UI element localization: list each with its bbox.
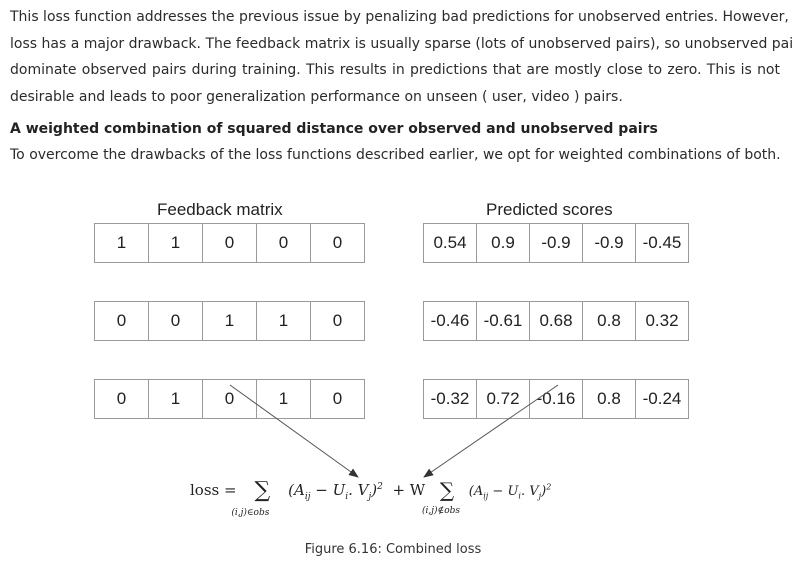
matrix-row: -0.32 0.72 -0.16 0.8 -0.24 — [423, 379, 689, 419]
sum-observed: ∑ (i,j)∈obs — [231, 478, 283, 518]
feedback-matrix: 1 1 0 0 0 0 0 1 1 0 0 1 0 1 0 — [94, 223, 365, 419]
arrow-predicted-to-formula — [423, 384, 559, 478]
figure-caption: Figure 6.16: Combined loss — [304, 542, 482, 557]
section-heading: A weighted combination of squared distan… — [10, 121, 658, 137]
term-u: − U — [488, 484, 519, 499]
paragraph-observed-loss: This loss function addresses the previou… — [10, 4, 793, 110]
sub-ij: ij — [483, 491, 489, 501]
matrix-cell: 0 — [310, 379, 365, 419]
square: 2 — [546, 482, 552, 492]
matrix-row: -0.46 -0.61 0.68 0.8 0.32 — [423, 301, 689, 341]
matrix-cell: 0.68 — [529, 301, 583, 341]
matrix-cell: 0 — [256, 223, 311, 263]
matrix-cell: 0 — [202, 223, 257, 263]
sigma-symbol: ∑ — [439, 478, 455, 502]
sigma-symbol: ∑ — [254, 478, 271, 503]
matrix-cell: 0.8 — [582, 301, 636, 341]
sum-observed-subscript: (i,j)∈obs — [231, 508, 270, 518]
predicted-scores-matrix: 0.54 0.9 -0.9 -0.9 -0.45 -0.46 -0.61 0.6… — [423, 223, 689, 419]
plus-weight: + W — [392, 481, 426, 499]
sub-j: j — [538, 491, 542, 501]
close-paren: ) — [541, 484, 547, 499]
row-gap — [94, 262, 365, 302]
term-u: − U — [310, 481, 346, 499]
sum-unobserved-subscript: (i,j)∉obs — [422, 506, 461, 516]
matrix-cell: -0.45 — [635, 223, 689, 263]
sub-ij: ij — [304, 492, 311, 502]
close-paren: ) — [371, 481, 378, 499]
matrix-cell: 0.8 — [582, 379, 636, 419]
matrix-cell: 0 — [202, 379, 257, 419]
matrix-cell: 0 — [94, 379, 149, 419]
matrix-cell: 1 — [256, 379, 311, 419]
term-v: . V — [520, 484, 539, 499]
feedback-matrix-title: Feedback matrix — [157, 200, 283, 219]
paragraph-line: This loss function addresses the previou… — [10, 9, 793, 25]
paragraph-line: dominate observed pairs during training.… — [10, 62, 780, 78]
matrix-cell: -0.32 — [423, 379, 477, 419]
matrix-cell: 0.32 — [635, 301, 689, 341]
term-a: (A — [288, 481, 305, 499]
sum-unobserved: ∑ (i,j)∉obs — [422, 478, 464, 516]
matrix-cell: 0 — [310, 223, 365, 263]
matrix-cell: -0.46 — [423, 301, 477, 341]
matrix-cell: -0.24 — [635, 379, 689, 419]
matrix-cell: 1 — [256, 301, 311, 341]
paragraph-line: loss has a major drawback. The feedback … — [10, 35, 793, 52]
sub-j: j — [368, 492, 372, 502]
matrix-row: 0.54 0.9 -0.9 -0.9 -0.45 — [423, 223, 689, 263]
term-a: (A — [468, 484, 484, 499]
arrow-feedback-to-formula — [229, 384, 359, 478]
loss-label: loss = — [190, 481, 237, 499]
sub-i: i — [518, 491, 521, 501]
row-gap — [423, 340, 689, 380]
matrix-cell: -0.16 — [529, 379, 583, 419]
term-v: . V — [348, 481, 369, 499]
matrix-cell: 1 — [148, 223, 203, 263]
matrix-cell: -0.61 — [476, 301, 530, 341]
matrix-cell: 0.72 — [476, 379, 530, 419]
combined-loss-formula: loss = ∑ (i,j)∈obs (Aij − Ui. Vj)2 + W ∑… — [190, 478, 552, 518]
paragraph-weighted-intro: To overcome the drawbacks of the loss fu… — [10, 147, 781, 163]
matrix-cell: 0.54 — [423, 223, 477, 263]
square: 2 — [377, 482, 383, 492]
matrix-row: 0 1 0 1 0 — [94, 379, 365, 419]
matrix-row: 1 1 0 0 0 — [94, 223, 365, 263]
predicted-scores-title: Predicted scores — [486, 200, 613, 219]
paragraph-line: desirable and leads to poor generalizati… — [10, 88, 623, 105]
sub-i: i — [345, 492, 349, 502]
